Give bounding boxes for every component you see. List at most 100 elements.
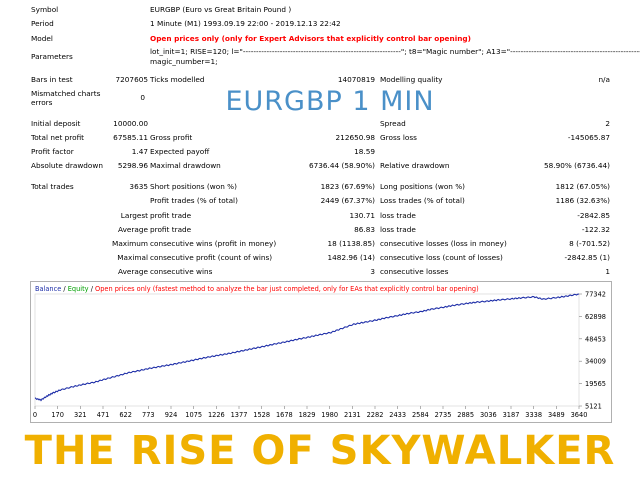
balance-chart: Balance / Equity / Open prices only (fas… [30,281,612,423]
maximum-label: Maximum [112,239,148,248]
bars-in-test-value: 7207605 [115,75,149,84]
parameters-line2: magic_number=1; [150,57,218,66]
average-consec-wins-label: consecutive wins [150,267,213,276]
x-tick-label: 924 [165,411,178,419]
relative-drawdown-label: Relative drawdown [380,161,450,170]
parameters-line1: lot_init=1; RISE=120; l="---------------… [150,47,640,56]
model-label: Model [31,34,53,43]
ticks-modelled-label: Ticks modelled [150,75,205,84]
modelling-quality-label: Modelling quality [380,75,443,84]
x-tick-label: 622 [119,411,132,419]
short-positions-value: 1823 (67.69%) [320,182,375,191]
bars-in-test-label: Bars in test [31,75,73,84]
maximum-losses-label: consecutive losses (loss in money) [380,239,507,248]
profit-factor-label: Profit factor [31,147,74,156]
maximal-label: Maximal [117,253,148,262]
mismatched-value: 0 [140,93,145,102]
maximal-loss-value: -2842.85 (1) [564,253,610,262]
y-tick-label: 5121 [585,403,602,411]
maximal-drawdown-label: Maximal drawdown [150,161,221,170]
x-tick-label: 1980 [321,411,338,419]
y-tick-label: 19565 [585,380,606,388]
spread-label: Spread [380,119,406,128]
test-report-table: Symbol EURGBP (Euro vs Great Britain Pou… [31,5,640,276]
x-tick-label: 773 [142,411,155,419]
ticks-modelled-value: 14070819 [337,75,375,84]
maximal-profit-value: 1482.96 (14) [327,253,375,262]
loss-trades-label: Loss trades (% of total) [380,196,465,205]
x-tick-label: 3338 [525,411,542,419]
x-tick-label: 2433 [389,411,406,419]
period-value: 1 Minute (M1) 1993.09.19 22:00 - 2019.12… [150,19,341,28]
spread-value: 2 [605,119,610,128]
x-tick-label: 2885 [457,411,474,419]
x-tick-label: 3036 [480,411,497,419]
x-tick-label: 1075 [185,411,202,419]
mismatched-label-1: Mismatched charts [31,89,101,98]
profit-trades-value: 2449 (67.37%) [320,196,375,205]
short-positions-label: Short positions (won %) [150,182,237,191]
x-tick-label: 170 [51,411,64,419]
largest-label: Largest [120,211,148,220]
long-positions-value: 1812 (67.05%) [555,182,610,191]
loss-trades-value: 1186 (32.63%) [555,196,610,205]
average-consec-label: Average [118,267,148,276]
total-net-profit-label: Total net profit [31,133,85,142]
average-loss-value: -122.32 [581,225,610,234]
x-tick-label: 1528 [253,411,270,419]
initial-deposit-value: 10000.00 [113,119,148,128]
x-tick-label: 1829 [299,411,316,419]
modelling-quality-value: n/a [598,75,610,84]
average-loss-label: loss trade [380,225,416,234]
average-consec-wins-value: 3 [370,267,375,276]
largest-profit-value: 130.71 [349,211,375,220]
maximal-profit-label: consecutive profit (count of wins) [150,253,273,262]
x-tick-label: 1678 [276,411,293,419]
gross-loss-value: -145065.87 [567,133,610,142]
gross-loss-label: Gross loss [380,133,417,142]
plot-frame [34,293,580,407]
parameters-label: Parameters [31,52,73,61]
balance-series-line [34,293,580,402]
symbol-label: Symbol [31,5,59,14]
x-tick-label: 3187 [503,411,520,419]
y-tick-label: 62898 [585,313,606,321]
maximal-drawdown-value: 6736.44 (58.90%) [308,161,375,170]
total-trades-label: Total trades [31,182,74,191]
expected-payoff-label: Expected payoff [150,147,210,156]
x-tick-label: 1377 [231,411,248,419]
largest-loss-label: loss trade [380,211,416,220]
banner-title: THE RISE OF SKYWALKER [24,428,616,474]
overlay-title: EURGBP 1 MIN [225,86,435,117]
maximum-wins-value: 18 (1138.85) [327,239,375,248]
x-tick-label: 3489 [548,411,565,419]
long-positions-label: Long positions (won %) [380,182,466,191]
legend-balance: Balance [35,285,61,293]
chart-legend: Balance / Equity / Open prices only (fas… [35,285,479,293]
absolute-drawdown-label: Absolute drawdown [31,161,103,170]
y-tick-label: 34009 [585,358,606,366]
maximal-loss-label: consecutive loss (count of losses) [380,253,503,262]
initial-deposit-label: Initial deposit [31,119,81,128]
mismatched-label-2: errors [31,98,53,107]
gross-profit-label: Gross profit [150,133,193,142]
gross-profit-value: 212650.98 [335,133,375,142]
x-tick-label: 0 [33,411,37,419]
average-consec-losses-value: 1 [605,267,610,276]
relative-drawdown-value: 58.90% (6736.44) [543,161,610,170]
y-tick-label: 77342 [585,291,606,299]
balance-chart-svg: Balance / Equity / Open prices only (fas… [33,285,606,419]
expected-payoff-value: 18.59 [354,147,375,156]
profit-factor-value: 1.47 [131,147,148,156]
legend-note: Open prices only (fastest method to anal… [95,285,479,293]
average-profit-value: 86.83 [354,225,375,234]
symbol-value: EURGBP (Euro vs Great Britain Pound ) [150,5,292,14]
profit-trades-label: Profit trades (% of total) [150,196,238,205]
x-tick-label: 2584 [412,411,429,419]
average-consec-losses-label: consecutive losses [380,267,449,276]
x-tick-label: 2131 [344,411,361,419]
legend-equity: Equity [68,285,89,293]
x-tick-label: 2735 [435,411,452,419]
x-tick-label: 471 [97,411,110,419]
total-trades-value: 3635 [129,182,148,191]
